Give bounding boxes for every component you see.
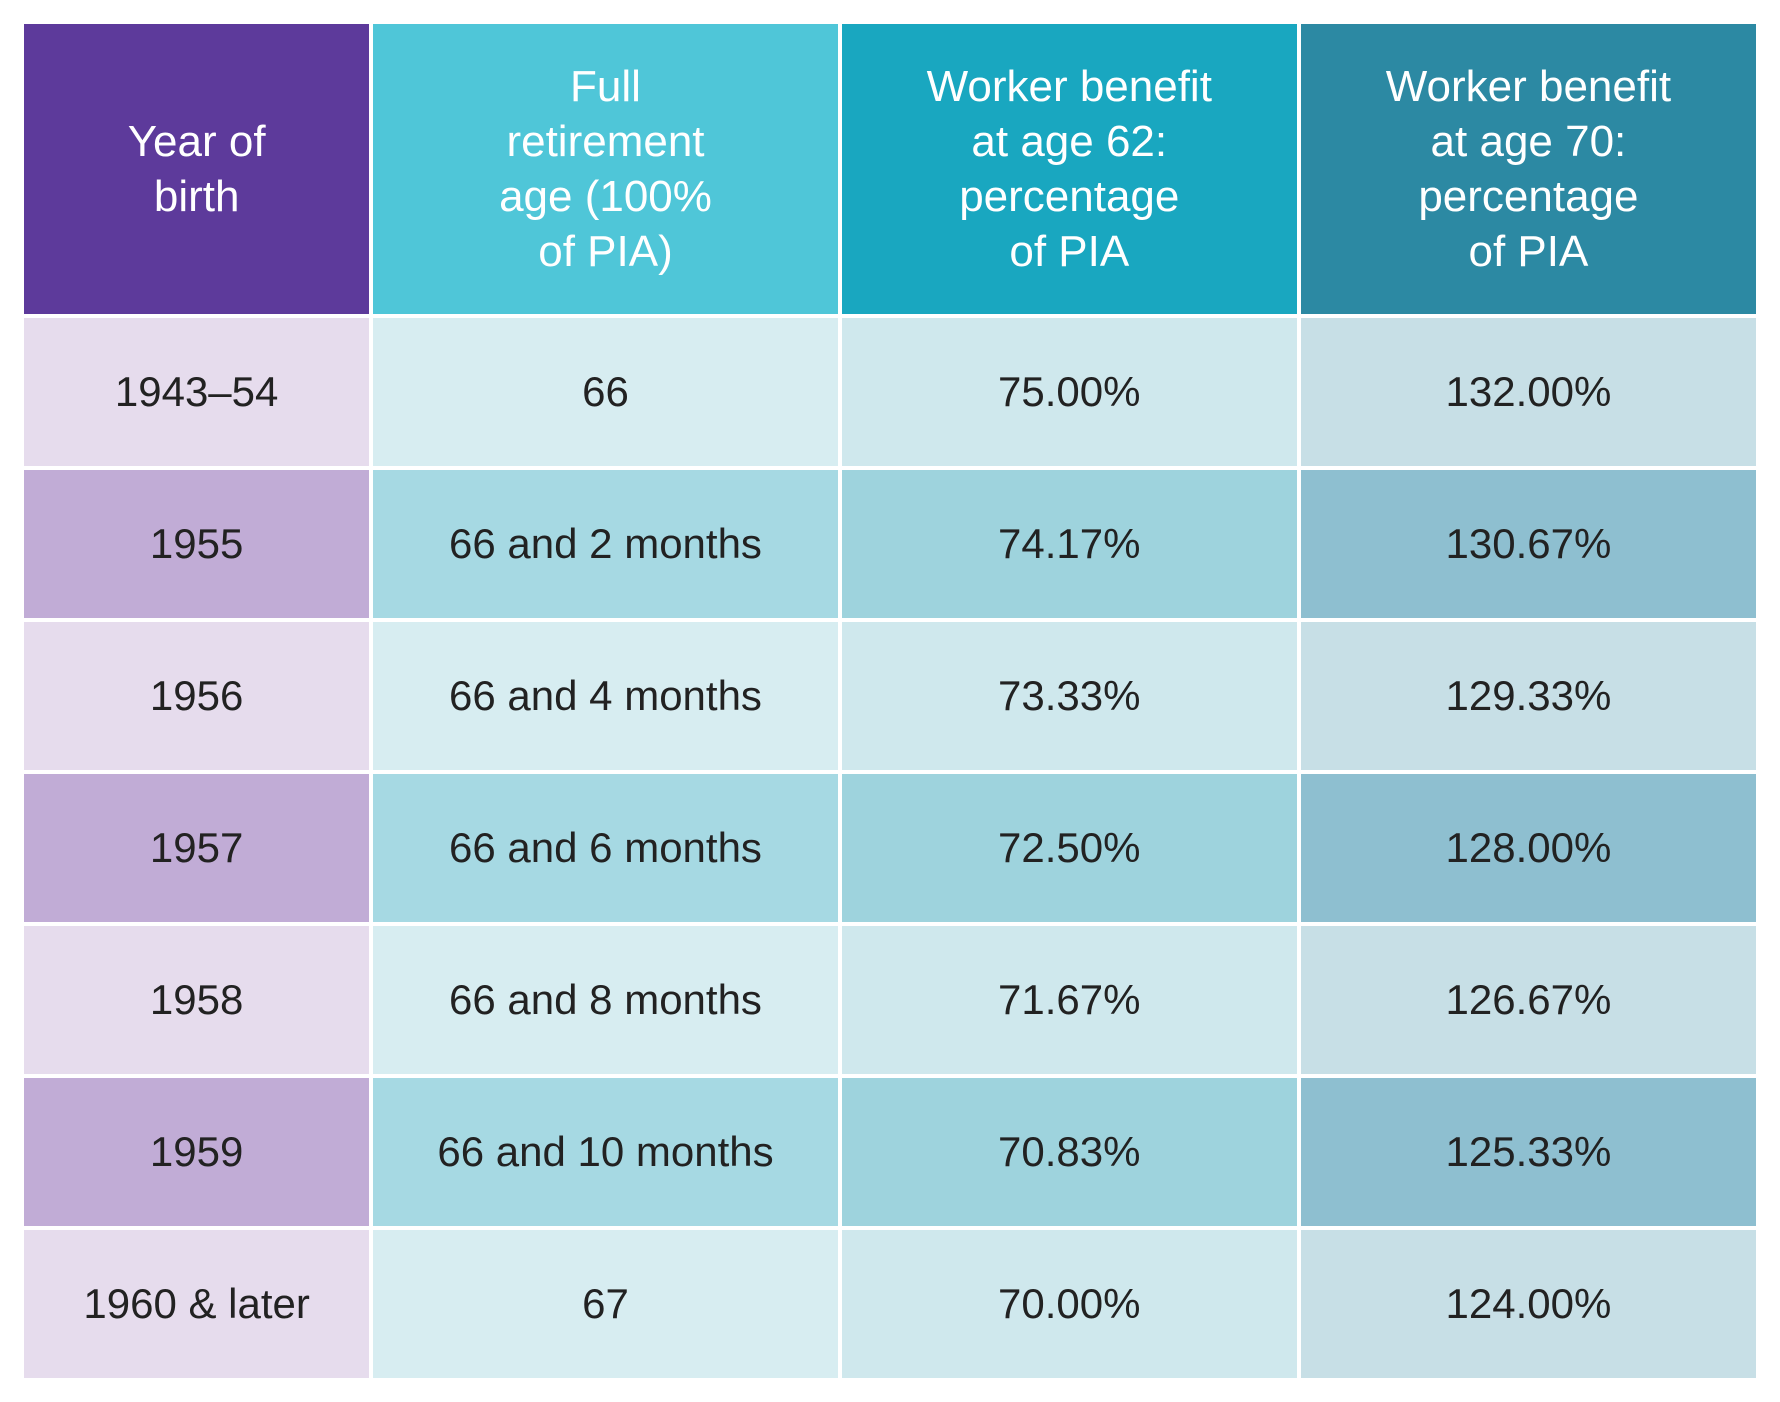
table-row: 1959 66 and 10 months 70.83% 125.33%	[24, 1078, 1756, 1226]
retirement-pia-table: Year of birth Full retirement age (100% …	[20, 20, 1760, 1382]
cell-age70: 129.33%	[1301, 622, 1756, 770]
cell-fra: 66 and 6 months	[373, 774, 837, 922]
cell-age62: 72.50%	[842, 774, 1297, 922]
cell-year: 1957	[24, 774, 369, 922]
cell-fra: 66 and 4 months	[373, 622, 837, 770]
table-row: 1958 66 and 8 months 71.67% 126.67%	[24, 926, 1756, 1074]
cell-year: 1959	[24, 1078, 369, 1226]
cell-age70: 126.67%	[1301, 926, 1756, 1074]
cell-fra: 67	[373, 1230, 837, 1378]
cell-age70: 130.67%	[1301, 470, 1756, 618]
cell-age62: 73.33%	[842, 622, 1297, 770]
header-benefit-age-62: Worker benefit at age 62: percentage of …	[842, 24, 1297, 314]
cell-age70: 124.00%	[1301, 1230, 1756, 1378]
cell-age62: 75.00%	[842, 318, 1297, 466]
cell-age62: 70.83%	[842, 1078, 1297, 1226]
cell-age70: 132.00%	[1301, 318, 1756, 466]
cell-age70: 128.00%	[1301, 774, 1756, 922]
cell-year: 1943–54	[24, 318, 369, 466]
cell-year: 1956	[24, 622, 369, 770]
table-row: 1960 & later 67 70.00% 124.00%	[24, 1230, 1756, 1378]
cell-year: 1958	[24, 926, 369, 1074]
cell-fra: 66	[373, 318, 837, 466]
header-full-retirement-age: Full retirement age (100% of PIA)	[373, 24, 837, 314]
header-year-of-birth: Year of birth	[24, 24, 369, 314]
header-benefit-age-70: Worker benefit at age 70: percentage of …	[1301, 24, 1756, 314]
cell-age62: 74.17%	[842, 470, 1297, 618]
cell-year: 1960 & later	[24, 1230, 369, 1378]
cell-year: 1955	[24, 470, 369, 618]
table-row: 1956 66 and 4 months 73.33% 129.33%	[24, 622, 1756, 770]
table-row: 1955 66 and 2 months 74.17% 130.67%	[24, 470, 1756, 618]
table-body: 1943–54 66 75.00% 132.00% 1955 66 and 2 …	[24, 318, 1756, 1378]
cell-age62: 71.67%	[842, 926, 1297, 1074]
table-row: 1943–54 66 75.00% 132.00%	[24, 318, 1756, 466]
header-row: Year of birth Full retirement age (100% …	[24, 24, 1756, 314]
cell-fra: 66 and 8 months	[373, 926, 837, 1074]
table-row: 1957 66 and 6 months 72.50% 128.00%	[24, 774, 1756, 922]
cell-fra: 66 and 2 months	[373, 470, 837, 618]
cell-age62: 70.00%	[842, 1230, 1297, 1378]
cell-age70: 125.33%	[1301, 1078, 1756, 1226]
cell-fra: 66 and 10 months	[373, 1078, 837, 1226]
